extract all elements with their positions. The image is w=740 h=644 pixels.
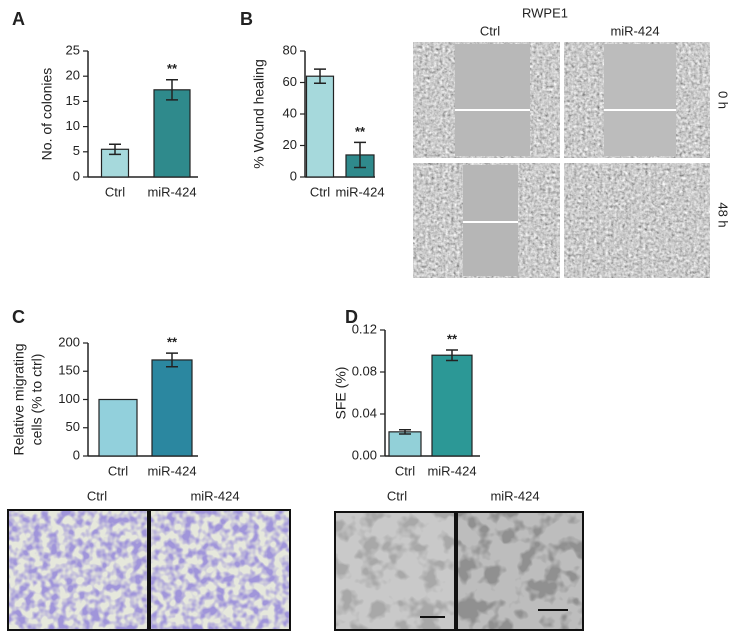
x-tick-label: Ctrl [310,184,330,199]
panel-label: D [345,307,358,327]
bar [151,359,193,457]
panel-label: A [12,9,25,29]
migration-images [7,509,291,631]
x-tick-label: miR-424 [427,463,476,478]
error-bar [399,429,411,435]
y-tick-label: 0 [290,168,297,183]
x-tick-label: Ctrl [108,463,128,478]
panel-label: C [12,307,25,327]
significance: ** [355,124,366,139]
x-tick-label: miR-424 [147,184,196,199]
y-tick-label: 0.04 [352,405,377,420]
image-column-label: miR-424 [490,488,539,503]
x-tick-label: Ctrl [105,184,125,199]
y-tick-label: 50 [66,419,80,434]
x-tick-label: Ctrl [395,463,415,478]
image-column-label: Ctrl [480,23,500,38]
y-tick-label: 40 [283,105,297,120]
image-row-label: 0 h [716,91,731,109]
y-axis-label: SFE (%) [333,367,349,420]
error-bar [446,349,458,362]
y-tick-label: 0.00 [352,447,377,462]
significance: ** [167,61,178,76]
y-tick-label: 20 [66,68,80,83]
image-column-label: miR-424 [190,488,239,503]
y-tick-label: 80 [283,42,297,57]
y-tick-label: 60 [283,74,297,89]
significance: ** [447,331,458,346]
y-tick-label: 5 [73,143,80,158]
y-tick-label: 25 [66,42,80,57]
y-axis-label: % Wound healing [251,59,267,168]
image-column-label: miR-424 [610,23,659,38]
image-row-label: 48 h [716,202,731,227]
error-bar [314,68,326,85]
y-tick-label: 0 [73,168,80,183]
y-tick-label: 20 [283,137,297,152]
y-tick-label: 15 [66,93,80,108]
image-title: RWPE1 [522,5,568,20]
y-tick-label: 10 [66,118,80,133]
panel-label: B [240,9,253,29]
bar [431,354,473,457]
y-axis-label: cells (% to ctrl) [29,354,45,446]
image-column-label: Ctrl [387,488,407,503]
y-tick-label: 150 [58,363,80,378]
error-bar [166,78,178,101]
error-bar [354,141,366,169]
y-axis-label: Relative migrating [11,343,27,455]
bar [305,75,335,178]
y-axis-label: No. of colonies [39,68,55,161]
error-bar [166,352,178,368]
wound-images [413,42,710,278]
y-tick-label: 0 [73,447,80,462]
bar [98,398,138,457]
error-bar [109,143,121,156]
image-column-label: Ctrl [87,488,107,503]
bar [388,431,422,457]
y-tick-label: 100 [58,391,80,406]
y-tick-label: 200 [58,334,80,349]
y-tick-label: 0.08 [352,363,377,378]
y-tick-label: 0.12 [352,321,377,336]
sphere-images [334,511,584,631]
x-tick-label: miR-424 [147,463,196,478]
bar [153,89,191,178]
significance: ** [167,335,178,350]
x-tick-label: miR-424 [335,184,384,199]
